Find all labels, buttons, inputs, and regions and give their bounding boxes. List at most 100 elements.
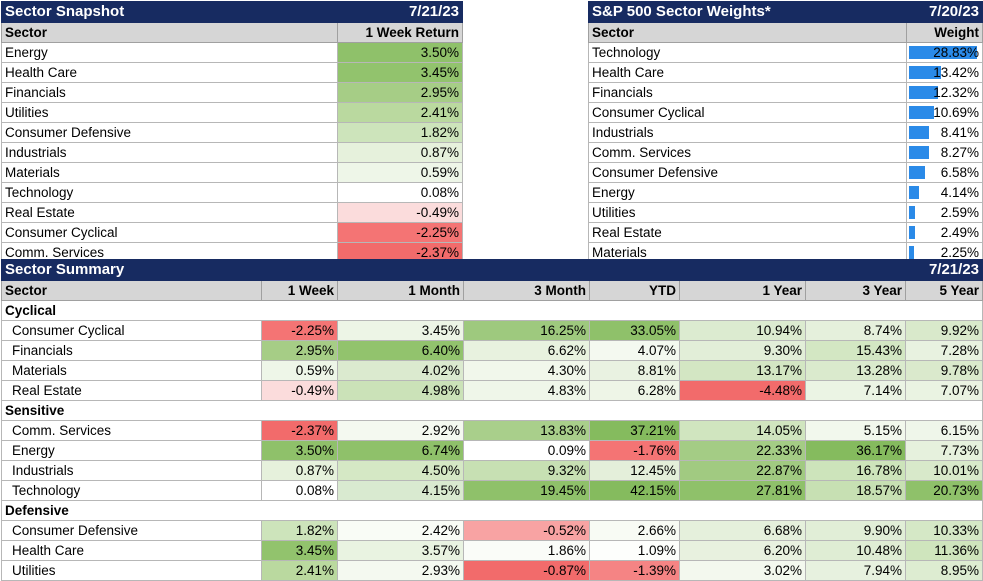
return-value: -0.49%: [337, 202, 463, 223]
return-value: 13.28%: [805, 360, 906, 381]
weight-bar: [909, 246, 915, 259]
table-row: Technology 0.08%: [1, 182, 463, 203]
weights-title: S&P 500 Sector Weights*: [588, 1, 907, 23]
table-row: Health Care 3.45% 3.57% 1.86% 1.09% 6.20% 10.4…: [1, 540, 983, 561]
return-value: 27.81%: [679, 480, 806, 501]
weight-bar: [909, 226, 915, 239]
summary-col-1-year: 1 Year: [679, 280, 806, 301]
summary-col-5-year: 5 Year: [905, 280, 983, 301]
return-value: 0.59%: [337, 162, 463, 183]
return-value: 2.92%: [337, 420, 464, 441]
table-row: Health Care 13.42%: [588, 62, 983, 83]
return-value: 3.45%: [337, 320, 464, 341]
summary-col-ytd: YTD: [589, 280, 680, 301]
return-value: 8.95%: [905, 560, 983, 581]
sector-weights-table: S&P 500 Sector Weights* 7/20/23 Sector W…: [588, 1, 983, 263]
weight-cell: 8.27%: [906, 142, 983, 163]
sector-name: Energy: [1, 440, 262, 461]
return-value: 1.09%: [589, 540, 680, 561]
return-value: 22.87%: [679, 460, 806, 481]
group-row: Sensitive: [1, 400, 983, 421]
return-value: 4.15%: [337, 480, 464, 501]
return-value: -2.25%: [261, 320, 338, 341]
sector-name: Consumer Cyclical: [1, 222, 338, 243]
return-value: 1.82%: [261, 520, 338, 541]
table-row: Comm. Services -2.37% 2.92% 13.83% 37.21% 14.…: [1, 420, 983, 441]
return-value: 0.87%: [337, 142, 463, 163]
snapshot-col-return: 1 Week Return: [337, 22, 463, 43]
table-row: Real Estate -0.49%: [1, 202, 463, 223]
return-value: -1.76%: [589, 440, 680, 461]
return-value: 6.20%: [679, 540, 806, 561]
return-value: 1.82%: [337, 122, 463, 143]
sector-name: Financials: [1, 82, 338, 103]
weight-value: 2.49%: [940, 224, 979, 240]
return-value: 22.33%: [679, 440, 806, 461]
return-value: 10.01%: [905, 460, 983, 481]
table-row: Real Estate -0.49% 4.98% 4.83% 6.28% -4.48% 7.…: [1, 380, 983, 401]
group-label: Defensive: [1, 500, 983, 521]
sector-summary-table: Sector Summary 7/21/23 Sector 1 Week 1 Mon…: [1, 259, 983, 581]
sector-name: Health Care: [1, 62, 338, 83]
weight-cell: 12.32%: [906, 82, 983, 103]
sector-name: Technology: [1, 182, 338, 203]
sector-name: Consumer Defensive: [1, 122, 338, 143]
return-value: 2.95%: [337, 82, 463, 103]
table-row: Consumer Defensive 6.58%: [588, 162, 983, 183]
table-row: Financials 12.32%: [588, 82, 983, 103]
table-row: Industrials 0.87%: [1, 142, 463, 163]
return-value: 8.81%: [589, 360, 680, 381]
group-label: Sensitive: [1, 400, 983, 421]
sector-name: Health Care: [1, 540, 262, 561]
table-row: Technology 0.08% 4.15% 19.45% 42.15% 27.81% 18…: [1, 480, 983, 501]
return-value: 16.25%: [463, 320, 590, 341]
table-row: Utilities 2.41% 2.93% -0.87% -1.39% 3.02% 7.94…: [1, 560, 983, 581]
weight-cell: 28.83%: [906, 42, 983, 63]
return-value: 11.36%: [905, 540, 983, 561]
return-value: 7.07%: [905, 380, 983, 401]
table-row: Materials 0.59%: [1, 162, 463, 183]
table-row: Consumer Cyclical -2.25%: [1, 222, 463, 243]
table-row: Materials 0.59% 4.02% 4.30% 8.81% 13.17% 13.28…: [1, 360, 983, 381]
return-value: 10.33%: [905, 520, 983, 541]
return-value: 7.94%: [805, 560, 906, 581]
return-value: 5.15%: [805, 420, 906, 441]
return-value: -2.25%: [337, 222, 463, 243]
sector-name: Industrials: [1, 460, 262, 481]
return-value: 9.78%: [905, 360, 983, 381]
sector-name: Energy: [1, 42, 338, 63]
group-row: Cyclical: [1, 300, 983, 321]
sector-name: Utilities: [588, 202, 907, 223]
summary-column-header-row: Sector 1 Week 1 Month 3 Month YTD 1 Year 3 Yea…: [1, 280, 983, 301]
weights-column-header-row: Sector Weight: [588, 22, 983, 43]
sector-name: Technology: [588, 42, 907, 63]
table-row: Materials 2.25%: [588, 242, 983, 263]
return-value: 6.28%: [589, 380, 680, 401]
table-row: Financials 2.95% 6.40% 6.62% 4.07% 9.30% 15.43…: [1, 340, 983, 361]
return-value: 6.74%: [337, 440, 464, 461]
weight-value: 13.42%: [933, 64, 979, 80]
table-row: Technology 28.83%: [588, 42, 983, 63]
weight-cell: 13.42%: [906, 62, 983, 83]
return-value: 6.68%: [679, 520, 806, 541]
weight-value: 8.27%: [940, 144, 979, 160]
return-value: 7.28%: [905, 340, 983, 361]
group-row: Defensive: [1, 500, 983, 521]
return-value: 6.40%: [337, 340, 464, 361]
weight-bar: [909, 166, 925, 179]
sector-name: Industrials: [1, 142, 338, 163]
return-value: 9.32%: [463, 460, 590, 481]
return-value: 9.90%: [805, 520, 906, 541]
table-row: Utilities 2.41%: [1, 102, 463, 123]
weight-value: 8.41%: [940, 124, 979, 140]
return-value: 2.95%: [261, 340, 338, 361]
sector-name: Real Estate: [588, 222, 907, 243]
return-value: 0.08%: [337, 182, 463, 203]
return-value: 2.42%: [337, 520, 464, 541]
snapshot-title: Sector Snapshot: [1, 1, 338, 23]
summary-title: Sector Summary: [1, 259, 906, 281]
table-row: Comm. Services 8.27%: [588, 142, 983, 163]
summary-col-3-year: 3 Year: [805, 280, 906, 301]
summary-date: 7/21/23: [905, 259, 983, 281]
return-value: -0.87%: [463, 560, 590, 581]
